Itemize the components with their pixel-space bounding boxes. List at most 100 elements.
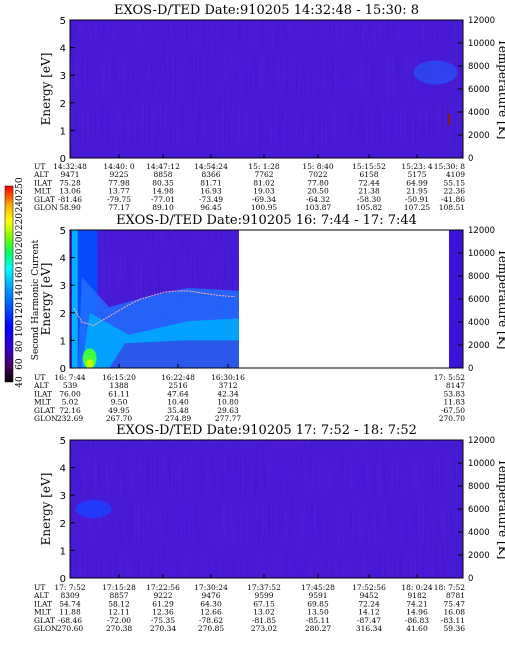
y-tick-label: 0 bbox=[60, 154, 66, 165]
ephemeris-value: 14:40: 0 bbox=[103, 162, 135, 171]
ephemeris-value: 270.70 bbox=[439, 414, 465, 423]
ephemeris-value: -87.47 bbox=[357, 616, 381, 625]
y-tick-label: 3 bbox=[60, 491, 66, 502]
y2-tick-label: 0 bbox=[468, 364, 473, 374]
ephemeris-row-label: UT bbox=[34, 373, 45, 382]
ephemeris-value: 75.28 bbox=[59, 178, 81, 187]
ephemeris-value: 8857 bbox=[109, 591, 128, 600]
y2-tick-label: 2000 bbox=[468, 341, 490, 351]
ephemeris-value: -78.62 bbox=[199, 616, 223, 625]
ephemeris-value: 17: 5:52 bbox=[434, 373, 466, 382]
ephemeris-row-label: GLON bbox=[34, 414, 58, 423]
ephemeris-value: 316.34 bbox=[356, 624, 382, 633]
ephemeris-value: 108.51 bbox=[439, 203, 465, 212]
panel-3: EXOS-D/TED Date:910205 17: 7:52 - 18: 7:… bbox=[33, 423, 505, 633]
colorbar-tick-label: 200 bbox=[15, 231, 25, 248]
ephemeris-value: -67.50 bbox=[441, 406, 465, 415]
colorbar-tick-label: 80 bbox=[15, 340, 25, 352]
ephemeris-value: 18: 7:52 bbox=[434, 583, 466, 592]
ephemeris-value: 77.98 bbox=[108, 178, 130, 187]
ephemeris-value: 81.71 bbox=[200, 178, 221, 187]
y-tick-label: 2 bbox=[60, 309, 66, 320]
colorbar-tick-label: 220 bbox=[15, 213, 25, 230]
y2-tick-label: 8000 bbox=[468, 482, 490, 492]
ephemeris-row-label: UT bbox=[34, 162, 45, 171]
ephemeris-value: 17:52:56 bbox=[352, 583, 386, 592]
ephemeris-value: 59.36 bbox=[444, 624, 466, 633]
ephemeris-value: 9182 bbox=[407, 591, 426, 600]
flux-patch bbox=[413, 60, 458, 85]
ephemeris-value: 267.70 bbox=[106, 414, 132, 423]
ephemeris-value: 107.25 bbox=[404, 203, 430, 212]
y2-tick-label: 6000 bbox=[468, 85, 490, 95]
chart-title: EXOS-D/TED Date:910205 16: 7:44 - 17: 7:… bbox=[116, 213, 417, 228]
ephemeris-value: 15: 1:28 bbox=[248, 162, 280, 171]
ephemeris-value: -50.91 bbox=[405, 195, 429, 204]
y2-tick-label: 10000 bbox=[468, 39, 495, 49]
y-axis-label: Energy [eV] bbox=[39, 53, 53, 126]
ephemeris-value: 13.02 bbox=[253, 608, 275, 617]
ephemeris-value: 14:32:48 bbox=[53, 162, 87, 171]
y2-tick-label: 12000 bbox=[468, 226, 495, 236]
ephemeris-value: 274.89 bbox=[165, 414, 191, 423]
ephemeris-value: 14:47:12 bbox=[146, 162, 180, 171]
y-tick-label: 5 bbox=[60, 226, 66, 237]
ephemeris-value: 16: 7:44 bbox=[54, 373, 86, 382]
colorbar-tick-label: 100 bbox=[15, 320, 25, 337]
ephemeris-value: 53.83 bbox=[444, 389, 466, 398]
ephemeris-value: 5.02 bbox=[62, 398, 79, 407]
ephemeris-row-label: MLT bbox=[34, 398, 51, 407]
ephemeris-value: 9476 bbox=[201, 591, 220, 600]
ephemeris-value: 15:30: 8 bbox=[434, 162, 466, 171]
ephemeris-value: 15:23: 4 bbox=[401, 162, 433, 171]
ephemeris-value: 17: 7:52 bbox=[54, 583, 86, 592]
ephemeris-value: 280.27 bbox=[305, 624, 331, 633]
ephemeris-value: 49.95 bbox=[108, 406, 130, 415]
ephemeris-value: 12.66 bbox=[200, 608, 222, 617]
ephemeris-value: 72.24 bbox=[358, 599, 380, 608]
ephemeris-value: -41.86 bbox=[441, 195, 465, 204]
ephemeris-value: 103.87 bbox=[305, 203, 331, 212]
ephemeris-row-label: GLON bbox=[34, 624, 58, 633]
y2-tick-label: 2000 bbox=[468, 131, 490, 141]
ephemeris-value: -58.30 bbox=[357, 195, 381, 204]
colorbar-tick-label: 160 bbox=[15, 266, 25, 283]
ephemeris-value: 69.85 bbox=[307, 599, 329, 608]
spectrogram-texture bbox=[70, 440, 463, 578]
ephemeris-value: 270.38 bbox=[106, 624, 132, 633]
y-tick-label: 3 bbox=[60, 71, 66, 82]
ephemeris-value: 80.35 bbox=[152, 178, 174, 187]
ephemeris-value: -69.34 bbox=[252, 195, 276, 204]
ephemeris-value: 5175 bbox=[407, 170, 426, 179]
y2-tick-label: 12000 bbox=[468, 436, 495, 446]
y-tick-label: 3 bbox=[60, 281, 66, 292]
colorbar-tick-label: 120 bbox=[15, 302, 25, 319]
ephemeris-value: 77.80 bbox=[307, 178, 329, 187]
y-tick-label: 0 bbox=[60, 364, 66, 375]
ephemeris-value: 55.15 bbox=[444, 178, 466, 187]
y-tick-label: 5 bbox=[60, 436, 66, 447]
ephemeris-value: 9452 bbox=[359, 591, 378, 600]
ephemeris-value: 96.45 bbox=[200, 203, 222, 212]
ephemeris-row-label: ILAT bbox=[34, 389, 52, 398]
ephemeris-value: 8781 bbox=[446, 591, 465, 600]
y-tick-label: 2 bbox=[60, 519, 66, 530]
y2-tick-label: 8000 bbox=[468, 272, 490, 282]
y-axis-label: Energy [eV] bbox=[39, 263, 53, 336]
ephemeris-value: 105.82 bbox=[356, 203, 382, 212]
ephemeris-row-label: GLAT bbox=[34, 616, 55, 625]
ephemeris-value: 29.63 bbox=[217, 406, 239, 415]
ephemeris-value: 270.34 bbox=[150, 624, 176, 633]
y2-tick-label: 4000 bbox=[468, 108, 490, 118]
y2-tick-label: 0 bbox=[468, 154, 473, 164]
ephemeris-value: 7022 bbox=[308, 170, 327, 179]
colorbar-tick-label: 180 bbox=[15, 248, 25, 265]
y2-tick-label: 6000 bbox=[468, 295, 490, 305]
ephemeris-value: -77.01 bbox=[151, 195, 175, 204]
colorbar-tick-label: 240 bbox=[15, 195, 25, 212]
temperature-trace bbox=[73, 290, 236, 326]
ephemeris-value: 64.99 bbox=[406, 178, 428, 187]
ephemeris-value: 17:37:52 bbox=[247, 583, 281, 592]
ephemeris-value: 47.64 bbox=[167, 389, 189, 398]
ephemeris-value: 8366 bbox=[201, 170, 220, 179]
